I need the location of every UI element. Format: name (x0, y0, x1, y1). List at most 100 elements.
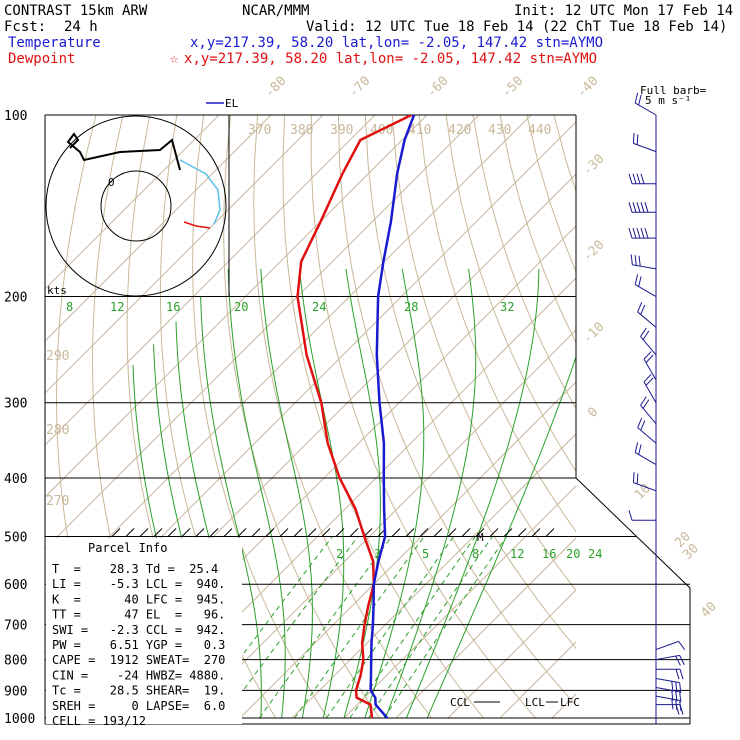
pressure-tick-label: 900 (4, 684, 27, 699)
isotherm-line (447, 589, 576, 719)
dry-adiabat-line (337, 115, 576, 707)
wind-barb (655, 654, 685, 666)
isotherm-line (45, 115, 376, 446)
wind-barb-shaft (655, 640, 679, 651)
dry-adiabat-line (662, 115, 740, 718)
mixing-ratio-tick-label: 5 (422, 547, 429, 561)
isotherm-line (187, 329, 576, 719)
dewpoint-line (296, 115, 412, 719)
wind-barb (634, 442, 657, 466)
isotherm-tick-label: -50 (499, 74, 526, 101)
wind-barb (628, 510, 656, 521)
wind-barb-flag (634, 274, 639, 285)
temperature-legend-label: Temperature (8, 35, 101, 51)
dewpoint-legend-label: Dewpoint (8, 51, 75, 67)
theta-tick-label: 410 (408, 123, 431, 138)
theta-tick-label: 430 (488, 123, 511, 138)
wind-barb-flag (636, 227, 641, 239)
wind-barb-flag (675, 655, 681, 666)
init-time: Init: 12 UTC Mon 17 Feb 14 (514, 3, 733, 19)
hatch-mark (447, 528, 457, 537)
wind-barb-flag (645, 354, 654, 363)
wind-barb-flag (642, 399, 650, 409)
mixing-ratio-line (383, 536, 507, 719)
wind-barb-shaft (633, 142, 657, 153)
pressure-tick-labels: 100 200 300 400 500 600 700 800 900 1000 (4, 109, 35, 727)
hatch-mark (139, 528, 149, 537)
wind-barb-flag (640, 327, 647, 337)
pressure-tick-label: 800 (4, 654, 27, 669)
hatch-mark (251, 528, 261, 537)
hodograph-track-light (179, 159, 221, 225)
wind-barb (637, 302, 657, 328)
isotherm-line (45, 115, 428, 498)
wind-barb (634, 274, 657, 297)
hodograph-kts-label: kts (47, 284, 67, 297)
plot-right-slant-border (575, 477, 691, 724)
dry-adiabat-line (608, 115, 740, 718)
hatch-mark (111, 528, 121, 537)
pressure-tick-label: 500 (4, 530, 27, 545)
hatch-mark (209, 528, 219, 537)
wind-barb-flag (636, 173, 641, 184)
dry-adiabat-line (553, 115, 576, 193)
dry-adiabat-line (310, 115, 536, 719)
isotherm-tick-label: 40 (698, 599, 720, 621)
isotherm-line (45, 115, 480, 550)
wind-barb-flag (628, 173, 633, 184)
parcel-info-row: CIN = -24 HWBZ= 4880. (52, 668, 225, 682)
wind-barb-flag (645, 377, 654, 386)
ccl-marker-label: CCL (450, 696, 470, 709)
wind-barb (640, 396, 657, 424)
wind-barb-flag (634, 442, 639, 453)
mixing-ratio-tick-label: 32 (500, 300, 514, 314)
wind-barb-flag (638, 255, 641, 267)
hatch-mark (265, 528, 275, 537)
isotherm-tick-label: -60 (424, 74, 451, 101)
isotherm-tick-label: -20 (580, 238, 607, 265)
hatch-mark (503, 528, 513, 537)
dewpoint-legend-info: x,y=217.39, 58.20 lat,lon= -2.05, 147.42… (184, 51, 597, 67)
mixing-ratio-tick-label: 24 (588, 547, 602, 561)
isotherm-line (45, 115, 532, 602)
dry-adiabat-line (192, 115, 329, 719)
m-marker-label: M (477, 531, 484, 544)
wind-barb-flag (675, 669, 680, 680)
mixing-ratio-tick-label: 28 (404, 300, 418, 314)
dewpoint-legend-marker: ☆ (170, 51, 179, 67)
moist-adiabat-line (364, 268, 425, 719)
wind-barb-flag (671, 681, 674, 692)
dry-adiabat-line (472, 115, 576, 410)
mixing-ratio-tick-label: 16 (542, 547, 556, 561)
isotherm-line (343, 485, 576, 719)
hodograph-outer-ring (45, 115, 227, 297)
mixing-ratio-line (326, 536, 455, 719)
wind-barb-flag (640, 227, 645, 239)
isotherm-tick-label: -80 (262, 74, 289, 101)
hodograph-track-lower (183, 221, 211, 229)
dry-adiabat-line (223, 115, 381, 719)
pressure-tick-label: 700 (4, 619, 27, 634)
el-marker-label: EL (225, 97, 239, 110)
wind-legend-value: 5 m s⁻¹ (645, 94, 691, 107)
lcl-marker-label: LCL (525, 696, 545, 709)
hodograph-ring-label: 0 (108, 176, 115, 189)
hodograph: 0 kts (45, 115, 230, 297)
wind-barb-flag (636, 202, 641, 213)
dry-adiabat-line (364, 115, 576, 649)
isotherm-line (45, 115, 324, 394)
mixing-ratio-line (258, 536, 393, 719)
mixing-ratio-tick-label: 3 (374, 547, 381, 561)
wind-barb-flag (634, 255, 637, 266)
isotherm-tick-label: -10 (580, 320, 607, 347)
wind-barb (637, 417, 657, 444)
wind-barb-flag (628, 202, 633, 213)
hodograph-track-upper (66, 132, 181, 171)
wind-barb-flag (632, 173, 637, 184)
hatch-mark (475, 528, 485, 537)
parcel-info-title: Parcel Info (88, 541, 167, 555)
parcel-info-row: PW = 6.51 YGP = 0.3 (52, 638, 225, 652)
fcst-label: Fcst: (4, 19, 46, 35)
wind-barb (632, 472, 657, 492)
pressure-tick-label: 400 (4, 472, 27, 487)
